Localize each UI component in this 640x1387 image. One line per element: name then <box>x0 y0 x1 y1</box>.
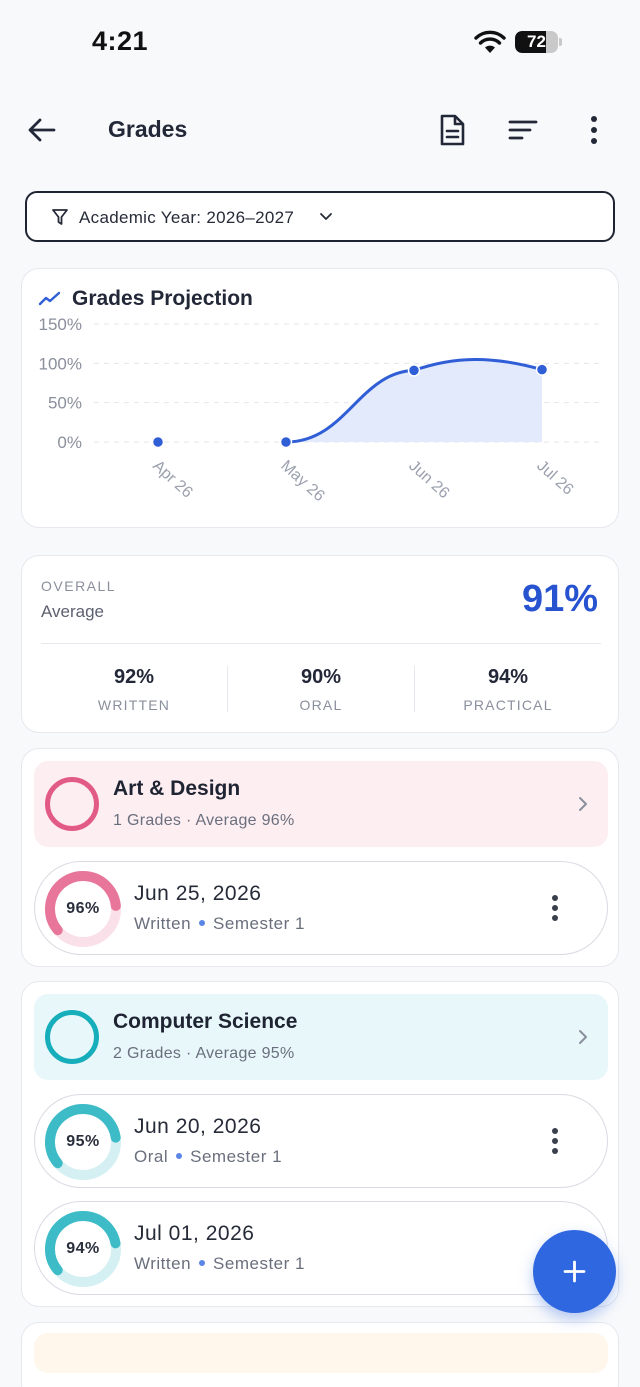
grade-date: Jul 01, 2026 <box>134 1222 255 1245</box>
x-tick-label: Jul 26 <box>533 457 576 498</box>
stat-separator <box>414 666 415 712</box>
grade-meta: Written Semester 1 <box>134 1254 305 1274</box>
chevron-down-icon <box>320 213 332 220</box>
subject-ring-icon <box>45 777 99 831</box>
y-tick-label: 100% <box>39 354 82 373</box>
stat-practical: 94% PRACTICAL <box>415 666 601 713</box>
subject-name: Computer Science <box>113 1010 298 1033</box>
y-tick-label: 50% <box>48 394 82 413</box>
stat-label: ORAL <box>299 697 343 713</box>
stat-written: 92% WRITTEN <box>41 666 227 713</box>
divider <box>41 643 601 644</box>
trending-up-icon <box>38 291 61 306</box>
overall-sub-label: Average <box>41 602 105 621</box>
subject-meta: 1 Grades · Average 96% <box>113 812 295 829</box>
grade-type: Written <box>134 1254 192 1273</box>
filter-icon <box>52 209 68 225</box>
grade-semester: Semester 1 <box>190 1147 283 1166</box>
subject-group-art-design: Art & Design 1 Grades · Average 96% 96% … <box>21 748 619 967</box>
x-tick-label: Apr 26 <box>149 457 195 501</box>
data-point <box>407 364 421 377</box>
grades-projection-card: Grades Projection 150% 100% 50% 0% Apr 26 May… <box>21 268 619 528</box>
chevron-right-icon <box>579 1030 587 1044</box>
stat-value: 92% <box>113 666 155 688</box>
subject-header[interactable] <box>34 1333 608 1373</box>
separator-dot <box>199 1260 206 1267</box>
subject-group-computer-science: Computer Science 2 Grades · Average 95% … <box>21 981 619 1307</box>
subject-group-next <box>21 1322 619 1387</box>
grade-progress-ring <box>45 871 121 947</box>
series-area <box>286 359 542 442</box>
grade-percent: 95% <box>66 1133 100 1150</box>
plus-icon <box>563 1260 586 1283</box>
document-icon[interactable] <box>436 113 468 147</box>
stat-label: PRACTICAL <box>463 697 553 713</box>
subject-header[interactable]: Computer Science 2 Grades · Average 95% <box>34 994 608 1080</box>
grade-semester: Semester 1 <box>213 1254 305 1273</box>
app-bar: Grades <box>0 100 640 160</box>
grade-semester: Semester 1 <box>213 914 305 933</box>
grade-type: Oral <box>134 1147 169 1166</box>
grade-item[interactable]: 94% Jul 01, 2026 Written Semester 1 <box>34 1201 608 1295</box>
data-point <box>535 363 549 376</box>
more-vertical-icon[interactable] <box>584 114 604 146</box>
x-tick-label: May 26 <box>277 457 327 505</box>
stat-separator <box>227 666 228 712</box>
data-point <box>151 435 165 449</box>
subject-meta: 2 Grades · Average 95% <box>113 1045 295 1062</box>
overall-average-value: 91% <box>521 578 598 620</box>
stat-value: 90% <box>300 666 342 688</box>
stat-value: 94% <box>487 666 529 688</box>
grade-progress-ring <box>45 1104 121 1180</box>
grade-meta: Written Semester 1 <box>134 914 305 934</box>
ring-progress <box>45 1211 121 1287</box>
status-time: 4:21 <box>92 26 149 56</box>
academic-year-label: Academic Year: 2026–2027 <box>79 208 295 227</box>
grade-percent: 96% <box>66 900 100 917</box>
overall-label: OVERALL <box>41 578 117 594</box>
subject-ring-icon <box>45 1010 99 1064</box>
chevron-right-icon <box>579 797 587 811</box>
separator-dot <box>199 920 206 927</box>
separator-dot <box>176 1153 183 1160</box>
y-tick-label: 150% <box>39 315 82 334</box>
grade-progress-ring <box>45 1211 121 1287</box>
data-point <box>279 435 293 449</box>
grade-item[interactable]: 96% Jun 25, 2026 Written Semester 1 <box>34 861 608 955</box>
sort-icon[interactable] <box>506 116 540 144</box>
page-title: Grades <box>108 116 188 142</box>
grade-item[interactable]: 95% Jun 20, 2026 Oral Semester 1 <box>34 1094 608 1188</box>
add-grade-button[interactable] <box>533 1230 616 1313</box>
grades-projection-chart: 150% 100% 50% 0% Apr 26 May 26 Jun 26 Jul 26 <box>39 315 602 505</box>
status-bar: 4:21 72 <box>0 0 640 88</box>
battery-indicator: 72 <box>515 31 563 53</box>
wifi-icon <box>474 30 506 53</box>
y-tick-label: 0% <box>57 433 82 452</box>
back-arrow-icon[interactable] <box>26 114 58 146</box>
x-tick-label: Jun 26 <box>405 457 452 502</box>
subject-header[interactable]: Art & Design 1 Grades · Average 96% <box>34 761 608 847</box>
ring-progress <box>45 871 121 947</box>
more-vertical-icon[interactable] <box>549 893 561 923</box>
stat-oral: 90% ORAL <box>228 666 414 713</box>
chart-title: Grades Projection <box>72 287 253 310</box>
grade-percent: 94% <box>66 1240 100 1257</box>
grade-date: Jun 25, 2026 <box>134 882 262 905</box>
more-vertical-icon[interactable] <box>549 1126 561 1156</box>
grade-type: Written <box>134 914 192 933</box>
academic-year-filter[interactable]: Academic Year: 2026–2027 <box>25 191 615 242</box>
grade-date: Jun 20, 2026 <box>134 1115 262 1138</box>
stat-label: WRITTEN <box>97 697 171 713</box>
grade-meta: Oral Semester 1 <box>134 1147 282 1167</box>
overall-average-card: OVERALL Average 91% 92% WRITTEN 90% ORAL… <box>21 555 619 733</box>
ring-progress <box>45 1104 121 1180</box>
battery-level: 72 <box>527 32 546 51</box>
subject-name: Art & Design <box>113 777 241 800</box>
